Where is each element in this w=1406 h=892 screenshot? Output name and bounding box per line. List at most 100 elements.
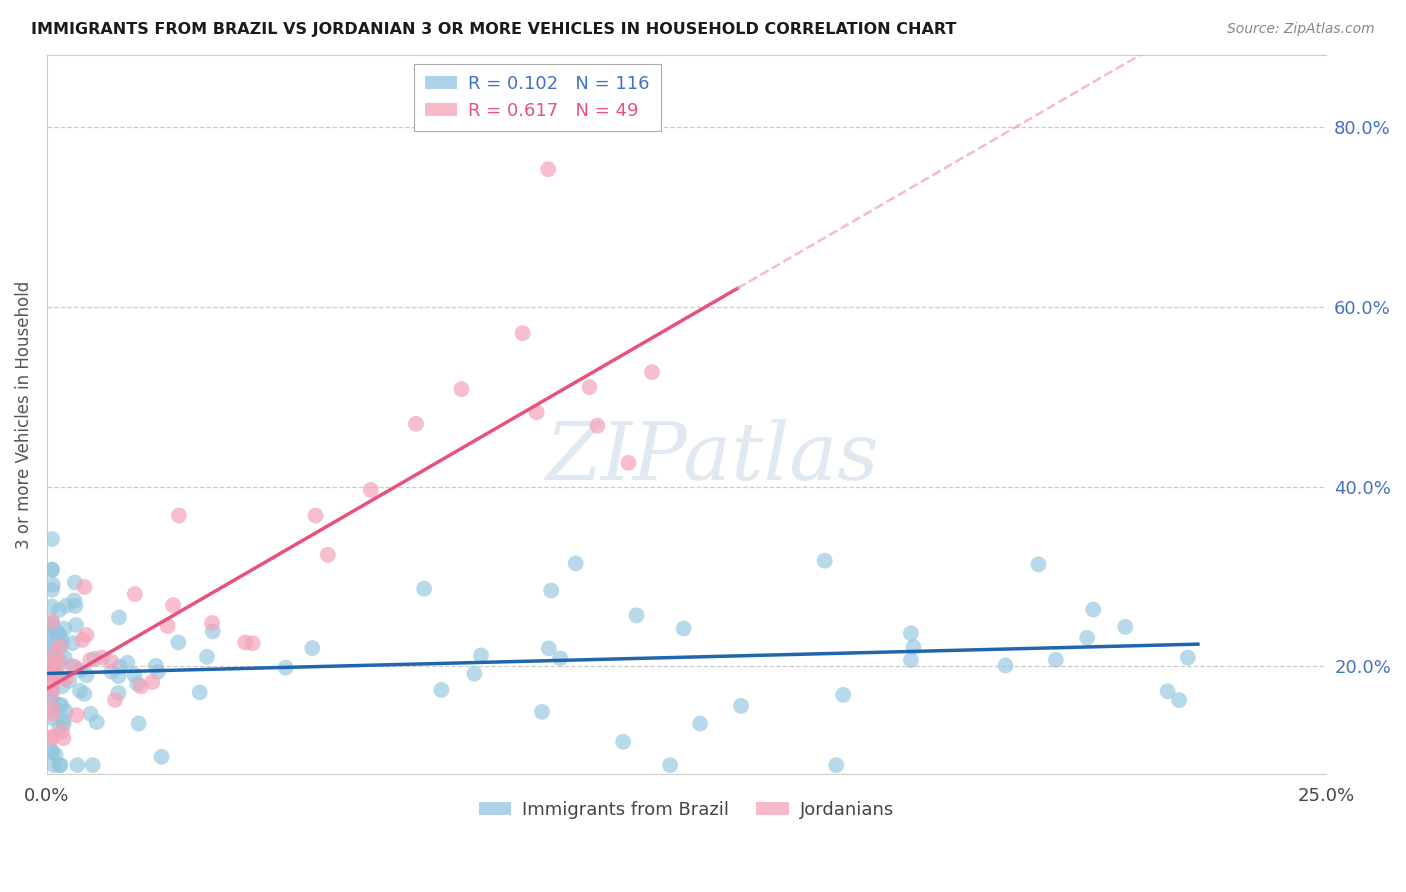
Point	[41, 582, 63, 597]
Point	[41, 620, 63, 634]
Point	[63, 660, 86, 674]
Point	[450, 382, 472, 396]
Point	[79, 706, 101, 721]
Text: IMMIGRANTS FROM BRAZIL VS JORDANIAN 3 OR MORE VEHICLES IN HOUSEHOLD CORRELATION : IMMIGRANTS FROM BRAZIL VS JORDANIAN 3 OR…	[31, 22, 956, 37]
Point	[167, 508, 190, 523]
Point	[41, 676, 63, 690]
Point	[41, 745, 63, 759]
Point	[41, 711, 63, 725]
Point	[73, 687, 96, 701]
Point	[79, 653, 101, 667]
Point	[124, 668, 146, 682]
Text: Source: ZipAtlas.com: Source: ZipAtlas.com	[1227, 22, 1375, 37]
Point	[548, 651, 571, 665]
Point	[201, 615, 224, 630]
Point	[45, 665, 67, 679]
Point	[107, 686, 129, 700]
Point	[195, 649, 218, 664]
Point	[1045, 653, 1067, 667]
Point	[49, 639, 72, 653]
Point	[578, 380, 600, 394]
Point	[41, 657, 63, 671]
Point	[201, 624, 224, 639]
Point	[1083, 602, 1105, 616]
Point	[52, 717, 75, 731]
Point	[1168, 693, 1191, 707]
Point	[65, 708, 87, 723]
Point	[51, 634, 73, 648]
Point	[41, 668, 63, 682]
Point	[41, 615, 63, 629]
Point	[75, 628, 97, 642]
Point	[42, 758, 65, 772]
Point	[63, 593, 86, 607]
Point	[641, 365, 664, 379]
Point	[58, 673, 80, 688]
Point	[41, 676, 63, 690]
Point	[48, 698, 70, 712]
Point	[1028, 558, 1050, 572]
Point	[48, 603, 70, 617]
Point	[626, 608, 648, 623]
Point	[48, 671, 70, 685]
Point	[52, 713, 75, 727]
Point	[73, 580, 96, 594]
Point	[672, 622, 695, 636]
Point	[48, 653, 70, 667]
Point	[659, 758, 682, 772]
Point	[41, 659, 63, 673]
Point	[301, 641, 323, 656]
Point	[41, 670, 63, 684]
Point	[512, 326, 534, 341]
Point	[83, 652, 105, 666]
Point	[145, 659, 167, 673]
Point	[903, 640, 925, 654]
Point	[62, 659, 84, 673]
Point	[104, 693, 127, 707]
Point	[41, 696, 63, 710]
Point	[51, 679, 73, 693]
Point	[814, 554, 837, 568]
Point	[1156, 684, 1178, 698]
Point	[53, 650, 76, 665]
Point	[72, 632, 94, 647]
Point	[51, 698, 73, 713]
Point	[53, 622, 76, 636]
Point	[41, 632, 63, 647]
Point	[41, 646, 63, 660]
Point	[41, 617, 63, 632]
Point	[413, 582, 436, 596]
Point	[66, 758, 89, 772]
Point	[1114, 620, 1136, 634]
Point	[41, 682, 63, 697]
Point	[42, 577, 65, 591]
Point	[41, 675, 63, 690]
Point	[41, 671, 63, 685]
Point	[69, 664, 91, 678]
Point	[1177, 650, 1199, 665]
Point	[124, 587, 146, 601]
Point	[146, 665, 169, 679]
Point	[540, 583, 562, 598]
Point	[117, 656, 139, 670]
Point	[689, 716, 711, 731]
Point	[48, 628, 70, 642]
Point	[274, 661, 297, 675]
Point	[69, 684, 91, 698]
Point	[730, 698, 752, 713]
Point	[41, 693, 63, 707]
Point	[1076, 631, 1098, 645]
Point	[612, 735, 634, 749]
Point	[41, 663, 63, 677]
Point	[48, 721, 70, 735]
Point	[63, 575, 86, 590]
Point	[46, 625, 69, 640]
Point	[832, 688, 855, 702]
Point	[586, 418, 609, 433]
Point	[107, 669, 129, 683]
Point	[242, 636, 264, 650]
Point	[167, 635, 190, 649]
Point	[55, 705, 77, 719]
Point	[44, 747, 66, 762]
Point	[82, 758, 104, 772]
